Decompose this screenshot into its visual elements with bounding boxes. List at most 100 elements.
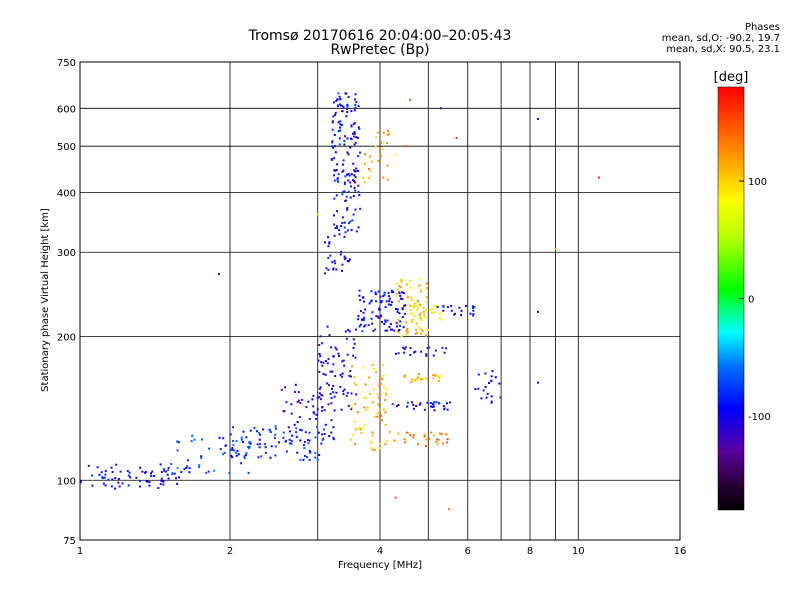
data-point (382, 176, 385, 179)
data-point (399, 320, 402, 323)
data-point (290, 403, 293, 406)
data-point (259, 443, 261, 446)
data-point (394, 153, 397, 156)
data-point (422, 306, 425, 309)
data-point (490, 400, 493, 403)
data-point (332, 384, 335, 387)
data-point (409, 354, 412, 356)
data-point (333, 157, 335, 160)
data-point (340, 250, 343, 253)
data-point (403, 304, 406, 307)
data-point (370, 290, 373, 293)
data-point (338, 95, 341, 98)
data-point (217, 273, 220, 276)
data-point (327, 358, 330, 361)
data-point (418, 373, 420, 375)
data-point (337, 104, 339, 107)
data-point (490, 375, 493, 378)
data-point (403, 438, 406, 441)
data-point (378, 396, 380, 399)
data-point (370, 317, 373, 320)
data-point (338, 229, 341, 232)
data-point (409, 313, 412, 315)
data-point (318, 370, 321, 373)
data-point (372, 368, 375, 371)
data-point (183, 468, 186, 471)
data-point (337, 180, 340, 183)
data-point (357, 105, 360, 107)
data-point (412, 379, 415, 381)
data-point (308, 458, 311, 461)
data-point (380, 414, 383, 417)
data-point (327, 256, 330, 259)
data-point (333, 145, 336, 148)
data-point (334, 375, 337, 377)
data-point (333, 234, 336, 237)
data-point (339, 385, 342, 388)
y-tick-label: 750 (57, 58, 76, 69)
data-point (342, 393, 345, 396)
data-point (188, 467, 191, 470)
data-point (385, 392, 388, 395)
data-point (330, 346, 333, 349)
data-point (274, 427, 277, 430)
data-point (353, 122, 356, 125)
data-point (299, 458, 302, 461)
data-point (399, 285, 402, 288)
data-point (359, 310, 362, 312)
data-point (314, 456, 317, 459)
data-point (91, 484, 94, 487)
data-point (397, 404, 400, 406)
data-point (343, 388, 346, 391)
data-point (386, 133, 389, 136)
data-point (335, 169, 338, 172)
data-point (351, 365, 354, 368)
data-point (381, 321, 383, 323)
data-point (434, 374, 437, 377)
data-point (345, 337, 348, 340)
data-point (361, 427, 364, 430)
colorbar-label: [deg] (714, 70, 749, 85)
data-point (472, 305, 474, 308)
data-point (363, 162, 366, 165)
data-point (232, 440, 234, 442)
data-point (355, 393, 358, 396)
data-point (296, 400, 299, 403)
data-point (87, 464, 90, 467)
data-point (370, 299, 373, 302)
data-point (229, 448, 232, 451)
data-point (375, 412, 378, 415)
data-point (317, 431, 320, 434)
data-point (437, 438, 440, 441)
colorbar-ticks: 100 0 -100 (739, 177, 771, 423)
data-point (372, 329, 375, 332)
data-point (321, 433, 323, 436)
data-point (377, 315, 380, 318)
data-point (270, 445, 273, 448)
data-point (436, 376, 439, 378)
data-point (398, 292, 401, 295)
data-point (302, 444, 305, 446)
y-tick-label: 300 (57, 248, 76, 259)
data-point (114, 487, 117, 490)
data-point (299, 439, 302, 442)
data-point (101, 476, 104, 479)
data-point (490, 395, 493, 398)
data-point (371, 434, 374, 437)
data-point (240, 438, 243, 441)
data-point (332, 101, 335, 104)
data-point (153, 474, 155, 477)
data-point (321, 406, 324, 409)
data-point (378, 412, 380, 415)
data-point (268, 428, 271, 431)
data-point (173, 472, 176, 475)
data-point (388, 430, 391, 433)
data-point (384, 320, 387, 323)
data-point (384, 399, 387, 401)
data-point (406, 431, 409, 434)
data-point (381, 147, 384, 150)
data-point (293, 423, 296, 426)
data-point (316, 397, 319, 399)
data-point (269, 456, 272, 459)
